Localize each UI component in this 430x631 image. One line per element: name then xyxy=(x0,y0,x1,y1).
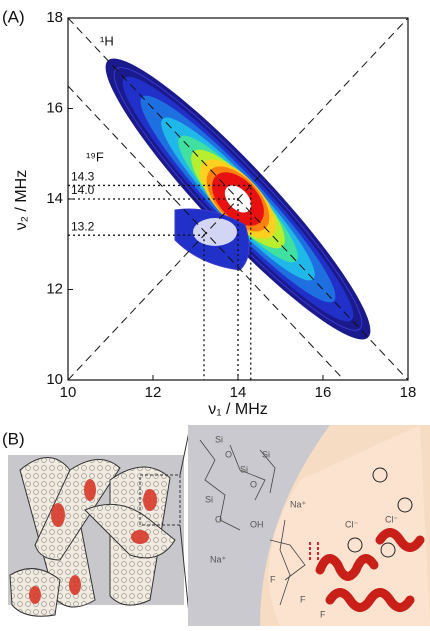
guide-label: 14.3 xyxy=(71,170,95,184)
x-axis-label: ν₁ / MHz xyxy=(208,401,268,418)
panel-label: (B) xyxy=(2,429,25,448)
guide-label: 14.0 xyxy=(71,183,95,197)
atom-label: Na⁺ xyxy=(290,499,307,509)
atom-label: Si xyxy=(215,434,223,444)
atom-label: Si xyxy=(262,449,270,459)
atom-label: F xyxy=(300,594,306,604)
atom-label: Cl⁻ xyxy=(385,514,398,524)
annotation: ¹H xyxy=(100,33,114,48)
atom-label: OH xyxy=(250,519,264,529)
guide-label: 13.2 xyxy=(71,219,95,233)
x-tick-label: 12 xyxy=(145,384,162,401)
figure: (A) ¹H ¹⁹F ν₁ / MHz ν₂ / MHz (B) xyxy=(0,0,430,626)
annotation: ¹⁹F xyxy=(86,149,104,164)
y-tick-label: 12 xyxy=(46,280,63,297)
atom-label: Cl⁻ xyxy=(345,519,358,529)
atom-label: F xyxy=(320,609,326,619)
y-tick-label: 16 xyxy=(46,99,63,116)
y-tick-label: 14 xyxy=(46,190,63,207)
x-tick-label: 14 xyxy=(230,384,247,401)
x-tick-label: 18 xyxy=(400,384,417,401)
y-tick-label: 18 xyxy=(46,9,63,26)
y-axis-label: ν₂ / MHz xyxy=(13,170,30,230)
x-tick-label: 16 xyxy=(315,384,332,401)
atom-label: O xyxy=(225,449,232,459)
atom-label: Na⁺ xyxy=(210,554,227,564)
atom-label: O xyxy=(215,514,222,524)
atom-label: Si xyxy=(205,494,213,504)
panel-label: (A) xyxy=(2,7,25,26)
atom-label: O xyxy=(250,479,257,489)
atom-label: Si xyxy=(240,464,248,474)
atom-label: F xyxy=(270,574,276,584)
y-tick-label: 10 xyxy=(46,371,63,388)
